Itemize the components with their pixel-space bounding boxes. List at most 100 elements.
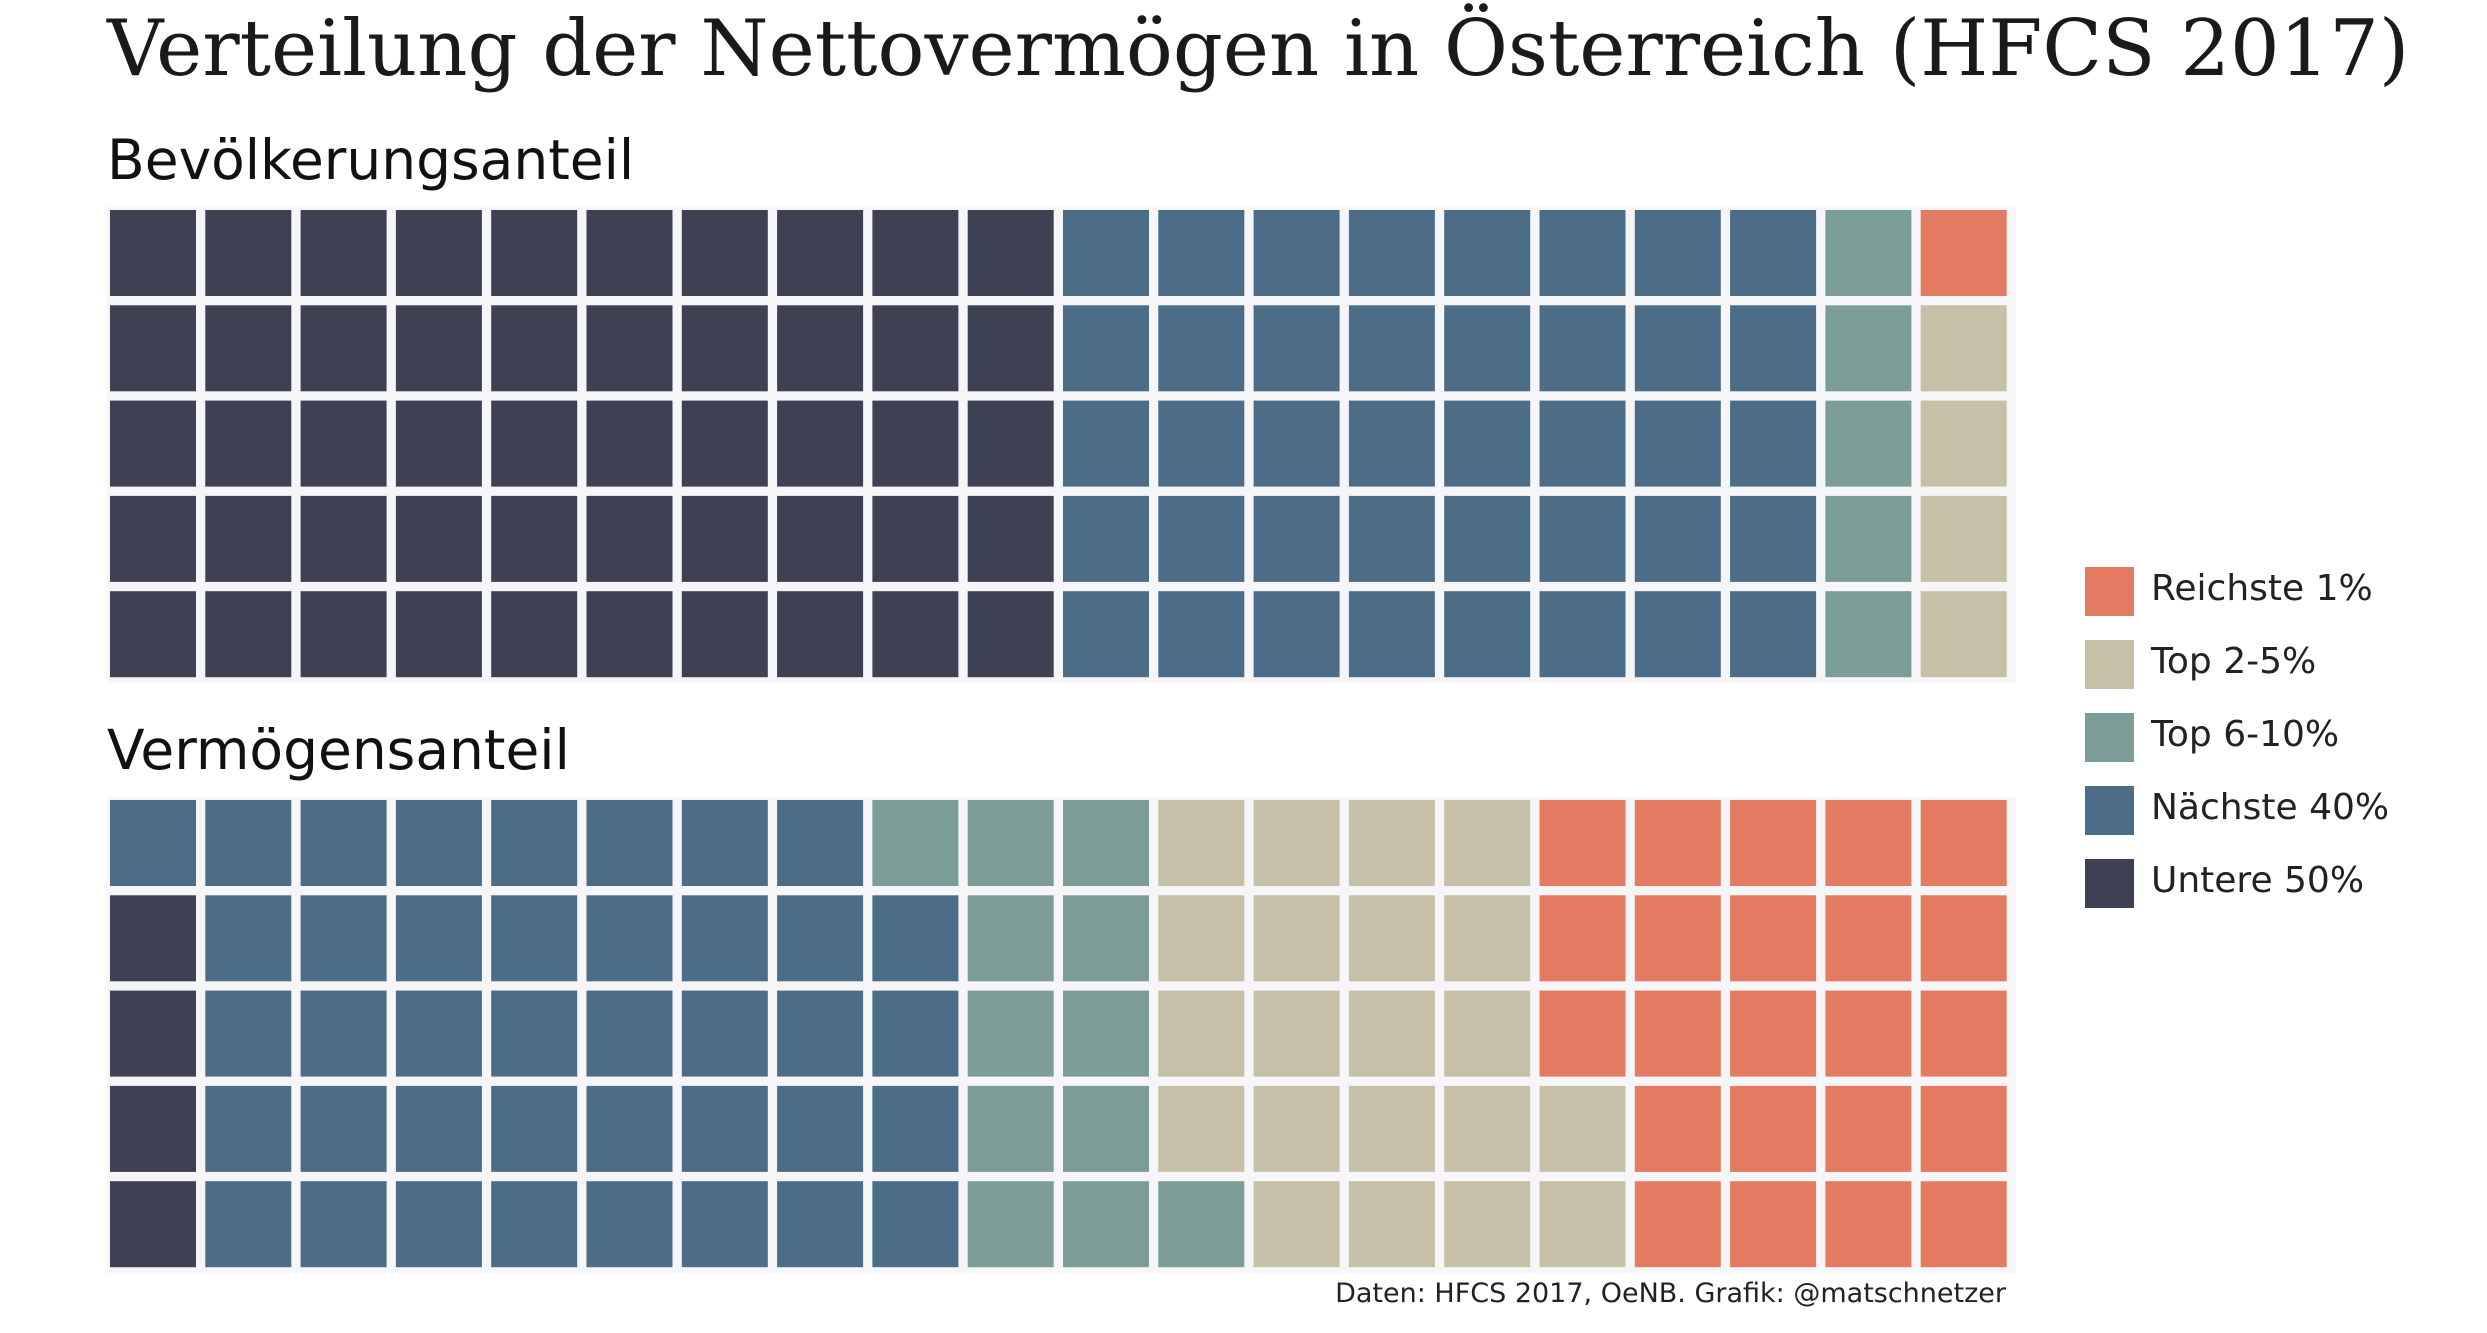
waffle-cell-next40 xyxy=(491,895,578,982)
waffle-cell-top2_5 xyxy=(1158,990,1245,1077)
waffle-cell-top6_10 xyxy=(1063,1085,1149,1172)
waffle-cell-top6_10 xyxy=(1158,1181,1245,1268)
waffle-cell-bottom50 xyxy=(872,591,959,678)
legend-item-top1: Reichste 1% xyxy=(2085,562,2405,616)
waffle-cell-top2_5 xyxy=(1253,1181,1340,1268)
waffle-cell-next40 xyxy=(681,895,768,982)
waffle-cell-next40 xyxy=(1063,305,1149,392)
waffle-cell-next40 xyxy=(1253,591,1340,678)
waffle-cell-next40 xyxy=(205,895,292,982)
waffle-cell-top1 xyxy=(1825,1085,1912,1172)
waffle-cell-next40 xyxy=(586,1085,673,1172)
legend-swatch-top2-5 xyxy=(2085,640,2134,689)
waffle-cell-top6_10 xyxy=(1825,400,1912,487)
waffle-cell-top1 xyxy=(1634,1181,1721,1268)
waffle-cell-next40 xyxy=(1634,305,1721,392)
legend-item-top2-5: Top 2-5% xyxy=(2085,635,2405,689)
waffle-cell-top1 xyxy=(1920,210,2007,296)
waffle-population-title: Bevölkerungsanteil xyxy=(107,128,635,192)
waffle-cell-bottom50 xyxy=(110,1181,196,1268)
waffle-cell-next40 xyxy=(586,990,673,1077)
waffle-cell-next40 xyxy=(1063,210,1149,296)
waffle-cell-top2_5 xyxy=(1539,1085,1626,1172)
waffle-cell-top1 xyxy=(1920,1181,2007,1268)
legend-label-top1: Reichste 1% xyxy=(2151,568,2373,609)
waffle-cell-next40 xyxy=(1253,305,1340,392)
waffle-cell-next40 xyxy=(1730,591,1817,678)
waffle-cell-bottom50 xyxy=(110,990,196,1077)
waffle-panel xyxy=(107,207,2016,683)
waffle-wealth-title: Vermögensanteil xyxy=(107,718,570,782)
waffle-cell-bottom50 xyxy=(110,210,196,296)
waffle-cell-top1 xyxy=(1539,800,1626,886)
waffle-cell-bottom50 xyxy=(967,210,1054,296)
waffle-cell-next40 xyxy=(300,800,387,886)
waffle-cell-bottom50 xyxy=(872,210,959,296)
waffle-cell-bottom50 xyxy=(110,591,196,678)
waffle-cell-bottom50 xyxy=(777,591,864,678)
waffle-cell-bottom50 xyxy=(300,495,387,582)
waffle-cell-bottom50 xyxy=(205,210,292,296)
waffle-cell-top2_5 xyxy=(1158,800,1245,886)
waffle-cell-next40 xyxy=(1444,591,1531,678)
waffle-cell-bottom50 xyxy=(300,591,387,678)
waffle-cell-next40 xyxy=(1634,400,1721,487)
waffle-cell-bottom50 xyxy=(967,591,1054,678)
waffle-cell-top1 xyxy=(1920,800,2007,886)
waffle-cell-top2_5 xyxy=(1444,990,1531,1077)
waffle-cell-next40 xyxy=(777,990,864,1077)
waffle-cell-top2_5 xyxy=(1920,400,2007,487)
waffle-cell-top6_10 xyxy=(1825,305,1912,392)
waffle-cell-next40 xyxy=(491,800,578,886)
waffle-cell-next40 xyxy=(1253,400,1340,487)
waffle-cell-next40 xyxy=(872,990,959,1077)
waffle-cell-bottom50 xyxy=(395,400,482,487)
waffle-cell-top2_5 xyxy=(1444,895,1531,982)
waffle-cell-bottom50 xyxy=(777,305,864,392)
waffle-cell-top1 xyxy=(1539,990,1626,1077)
waffle-cell-top6_10 xyxy=(967,1181,1054,1268)
waffle-cell-top2_5 xyxy=(1920,495,2007,582)
waffle-cell-next40 xyxy=(1444,210,1531,296)
waffle-cell-bottom50 xyxy=(300,305,387,392)
waffle-cell-top2_5 xyxy=(1920,305,2007,392)
waffle-cell-next40 xyxy=(110,800,196,886)
waffle-cell-next40 xyxy=(205,1085,292,1172)
waffle-cell-top2_5 xyxy=(1539,1181,1626,1268)
waffle-cell-top6_10 xyxy=(967,800,1054,886)
waffle-cell-next40 xyxy=(300,895,387,982)
waffle-cell-top2_5 xyxy=(1253,895,1340,982)
waffle-cell-bottom50 xyxy=(110,1085,196,1172)
waffle-cell-bottom50 xyxy=(395,495,482,582)
waffle-cell-next40 xyxy=(586,1181,673,1268)
waffle-cell-top2_5 xyxy=(1444,800,1531,886)
waffle-cell-next40 xyxy=(395,990,482,1077)
waffle-cell-bottom50 xyxy=(110,400,196,487)
waffle-cell-bottom50 xyxy=(872,305,959,392)
waffle-cell-next40 xyxy=(1539,591,1626,678)
waffle-cell-top1 xyxy=(1539,895,1626,982)
waffle-cell-next40 xyxy=(1539,305,1626,392)
waffle-cell-bottom50 xyxy=(205,305,292,392)
waffle-cell-next40 xyxy=(681,1085,768,1172)
waffle-cell-next40 xyxy=(1348,591,1435,678)
waffle-cell-bottom50 xyxy=(777,400,864,487)
waffle-cell-bottom50 xyxy=(300,210,387,296)
waffle-cell-top6_10 xyxy=(1063,800,1149,886)
waffle-cell-next40 xyxy=(777,1085,864,1172)
legend-swatch-bottom50 xyxy=(2085,859,2134,908)
waffle-cell-top2_5 xyxy=(1253,800,1340,886)
waffle-cell-next40 xyxy=(872,1085,959,1172)
waffle-cell-top2_5 xyxy=(1444,1085,1531,1172)
waffle-cell-top1 xyxy=(1920,895,2007,982)
waffle-cell-top1 xyxy=(1825,800,1912,886)
waffle-cell-top2_5 xyxy=(1348,1181,1435,1268)
waffle-cell-bottom50 xyxy=(586,400,673,487)
waffle-cell-next40 xyxy=(777,800,864,886)
waffle-cell-top6_10 xyxy=(1825,495,1912,582)
legend-item-bottom50: Untere 50% xyxy=(2085,854,2405,908)
waffle-cell-next40 xyxy=(1158,400,1245,487)
waffle-cell-top6_10 xyxy=(1825,591,1912,678)
waffle-cell-next40 xyxy=(1539,210,1626,296)
waffle-cell-next40 xyxy=(1634,591,1721,678)
